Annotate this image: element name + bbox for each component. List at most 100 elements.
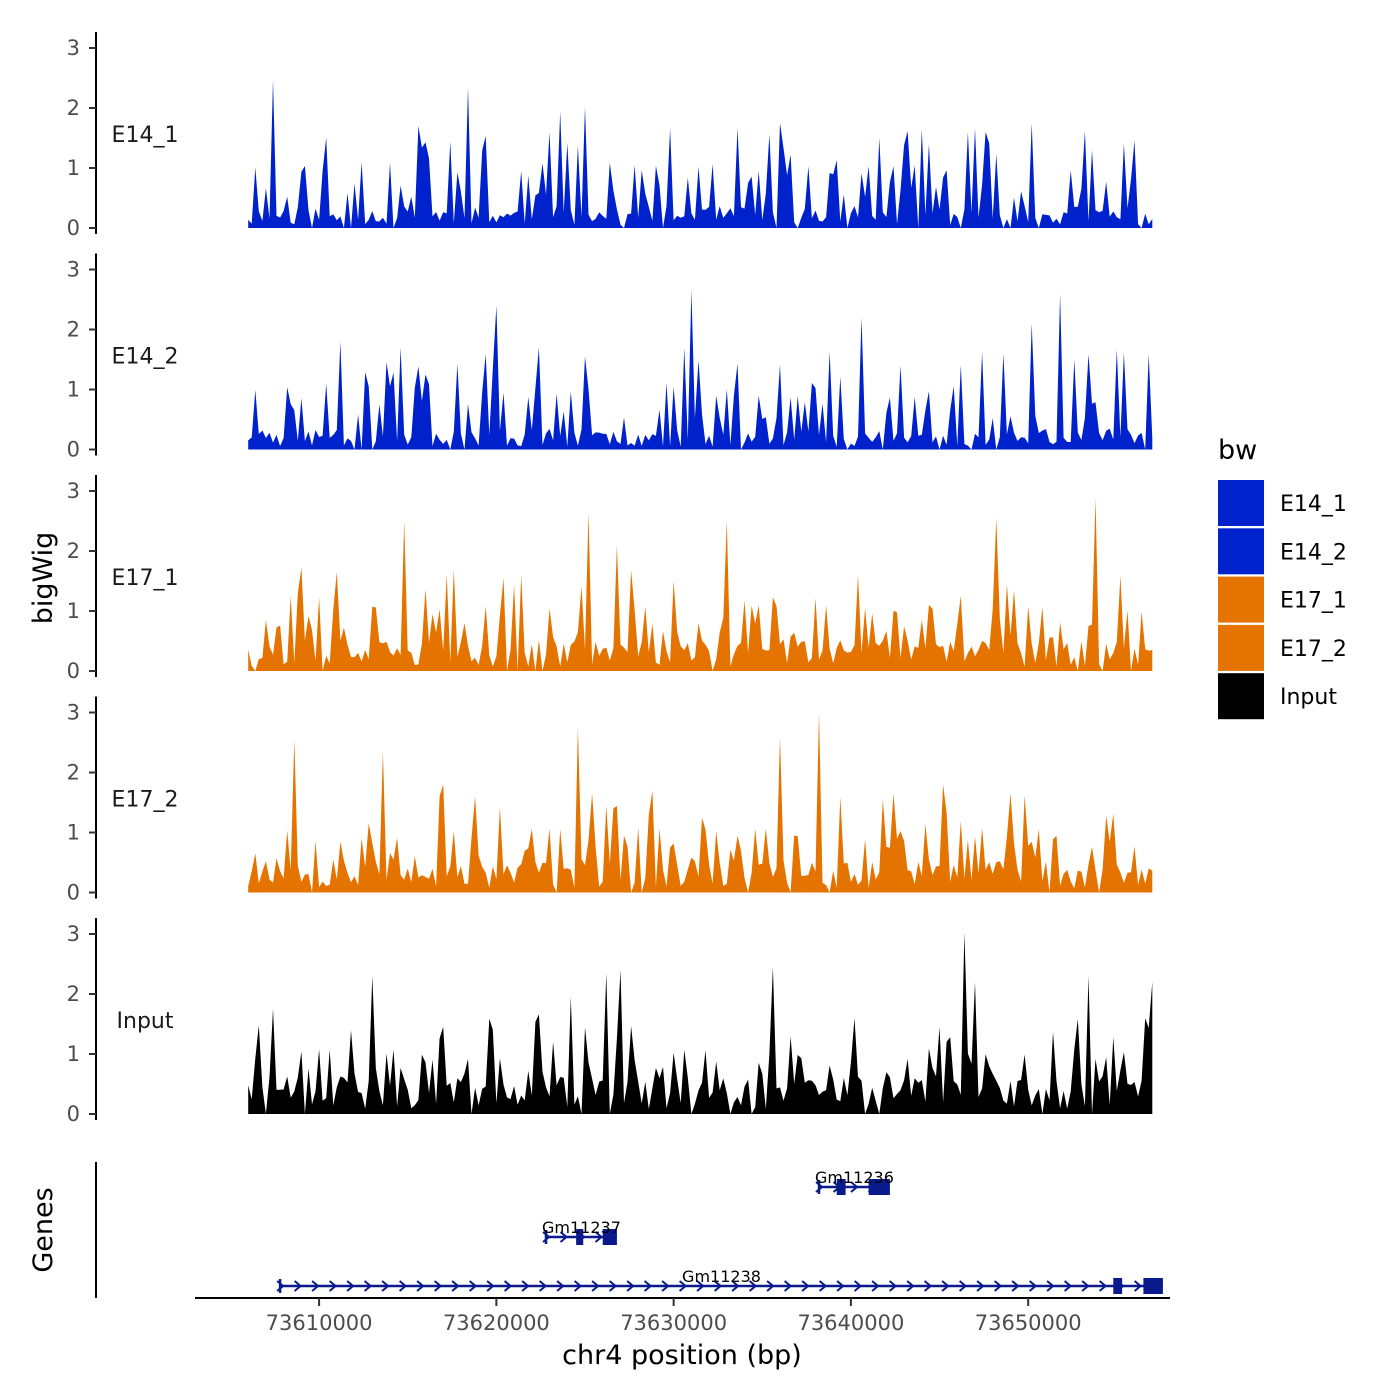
- exon: [602, 1229, 617, 1245]
- strand-arrow: [818, 1280, 828, 1292]
- y-axis-title: bigWig: [28, 532, 59, 625]
- exon: [1143, 1278, 1163, 1294]
- strand-arrow: [398, 1280, 408, 1292]
- legend-title: bw: [1218, 435, 1257, 466]
- y-tick-label: 1: [67, 378, 80, 402]
- track-label: E17_2: [112, 788, 179, 813]
- strand-arrow: [661, 1280, 670, 1292]
- legend-swatch: [1218, 576, 1264, 623]
- y-tick-label: 2: [67, 539, 80, 563]
- strand-arrow: [346, 1280, 355, 1292]
- y-tick-label: 0: [67, 881, 80, 905]
- exon: [576, 1229, 584, 1245]
- track-panel-e14_1: 0 1 2 3 E14_1: [67, 32, 1153, 240]
- y-tick-label: 2: [67, 318, 80, 342]
- legend-swatch: [1218, 528, 1264, 575]
- strand-arrow: [594, 1231, 604, 1243]
- strand-arrow: [1133, 1280, 1143, 1292]
- legend-entry-e17_2: E17_2: [1218, 624, 1347, 671]
- strand-arrow: [416, 1280, 425, 1292]
- gene-gm11237: Gm11237: [542, 1218, 621, 1245]
- gene-label: Gm11238: [682, 1267, 761, 1286]
- strand-arrow: [923, 1280, 933, 1292]
- x-ticks: 73610000 73620000 73630000 73640000 73650000: [266, 1298, 1082, 1335]
- legend-entry-e14_1: E14_1: [1218, 480, 1347, 526]
- strand-arrow: [559, 1231, 569, 1243]
- signal-area-e17_2: [248, 712, 1153, 893]
- strand-arrow: [731, 1280, 740, 1292]
- legend-entries: E14_1 E14_2 E17_1 E17_2 Input: [1218, 480, 1347, 720]
- gene-label: Gm11236: [815, 1168, 894, 1187]
- strand-arrow: [556, 1280, 565, 1292]
- strand-arrow: [1028, 1280, 1038, 1292]
- strand-arrow: [748, 1280, 758, 1292]
- signal-area-e14_2: [248, 289, 1153, 450]
- strand-arrow: [1046, 1280, 1055, 1292]
- y-tick-label: 2: [67, 982, 80, 1006]
- strand-arrow: [363, 1280, 373, 1292]
- y-tick-label: 1: [67, 821, 80, 845]
- strand-arrow: [311, 1280, 320, 1292]
- legend-label: E17_1: [1280, 589, 1347, 614]
- strand-arrow: [433, 1280, 443, 1292]
- legend-swatch: [1218, 624, 1264, 671]
- strand-arrow: [888, 1280, 898, 1292]
- track-panel-input: 0 1 2 3 Input: [67, 918, 1153, 1126]
- y-tick-label: 0: [67, 438, 80, 462]
- strand-arrow: [836, 1280, 845, 1292]
- signal-area-input: [248, 932, 1153, 1114]
- gene-gm11236: Gm11236: [815, 1168, 894, 1195]
- track-label: E14_1: [112, 123, 179, 148]
- x-axis-title: chr4 position (bp): [562, 1340, 802, 1371]
- track-panel-e17_1: 0 1 2 3 E17_1: [67, 475, 1153, 683]
- genes-panel: Genes Gm11236 Gm11237 Gm11238: [28, 1162, 1163, 1298]
- gene-models: Gm11236 Gm11237 Gm11238: [276, 1168, 1163, 1294]
- strand-arrow: [941, 1280, 950, 1292]
- y-tick-label: 3: [67, 922, 80, 946]
- strand-arrow: [783, 1280, 793, 1292]
- strand-arrow: [626, 1280, 635, 1292]
- strand-arrow: [993, 1280, 1003, 1292]
- track-panel-e17_2: 0 1 2 3 E17_2: [67, 696, 1153, 905]
- y-tick-label: 0: [67, 216, 80, 240]
- strand-arrow: [521, 1280, 530, 1292]
- gene-gm11238: Gm11238: [276, 1267, 1163, 1294]
- genes-axis-title: Genes: [28, 1187, 59, 1272]
- strand-arrow: [451, 1280, 460, 1292]
- strand-arrow: [801, 1280, 810, 1292]
- legend-label: Input: [1280, 685, 1337, 710]
- y-tick-label: 1: [67, 1042, 80, 1066]
- strand-arrow: [486, 1280, 495, 1292]
- legend-label: E14_1: [1280, 492, 1347, 517]
- legend: bw E14_1 E14_2 E17_1 E17_2 Input: [1218, 435, 1347, 720]
- x-tick-label: 73610000: [266, 1311, 373, 1335]
- strand-arrow: [538, 1280, 548, 1292]
- strand-arrow: [850, 1181, 859, 1193]
- strand-arrow: [1098, 1280, 1108, 1292]
- x-tick-label: 73620000: [443, 1311, 550, 1335]
- y-tick-label: 1: [67, 156, 80, 180]
- y-tick-label: 2: [67, 96, 80, 120]
- strand-arrow: [976, 1280, 985, 1292]
- y-tick-label: 0: [67, 1102, 80, 1126]
- legend-label: E14_2: [1280, 540, 1347, 565]
- x-axis: 73610000 73620000 73630000 73640000 73650000…: [195, 1297, 1170, 1371]
- x-tick-label: 73640000: [797, 1311, 904, 1335]
- legend-entry-e14_2: E14_2: [1218, 528, 1347, 575]
- track-label: Input: [117, 1009, 174, 1034]
- strand-arrow: [1081, 1280, 1090, 1292]
- strand-arrow: [853, 1280, 863, 1292]
- strand-arrow: [696, 1280, 705, 1292]
- signal-area-e14_1: [248, 79, 1153, 228]
- exon: [1113, 1278, 1123, 1294]
- x-tick-label: 73650000: [975, 1311, 1082, 1335]
- strand-arrow: [573, 1280, 583, 1292]
- y-tick-label: 2: [67, 761, 80, 785]
- y-tick-label: 1: [67, 599, 80, 623]
- track-panel-e14_2: 0 1 2 3 E14_2: [67, 253, 1153, 462]
- strand-arrow: [766, 1280, 775, 1292]
- strand-arrow: [503, 1280, 513, 1292]
- y-tick-label: 3: [67, 36, 80, 60]
- strand-arrow: [328, 1280, 338, 1292]
